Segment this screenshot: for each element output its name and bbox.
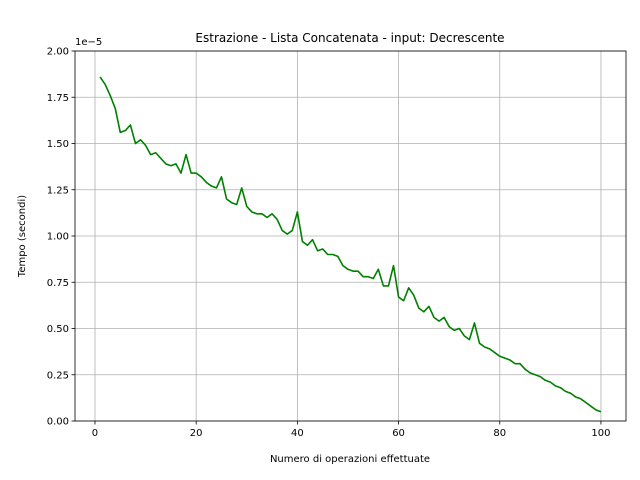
y-tick-label: 0.00	[47, 417, 69, 428]
y-axis-label: Tempo (secondi)	[17, 195, 28, 278]
y-tick-label: 1.25	[47, 185, 69, 196]
y-offset-label: 1e−5	[75, 37, 102, 48]
x-tick-label: 100	[591, 428, 610, 439]
ticks: 0 20 40 60 80 100 0.00 0.25 0.50 0.75 1.00 1.25 1.50…	[47, 47, 611, 440]
series-layer	[99, 76, 602, 413]
x-tick-label: 20	[190, 428, 203, 439]
grid-lines	[75, 50, 626, 422]
y-tick-label: 2.00	[47, 47, 69, 58]
y-tick-label: 0.75	[47, 278, 69, 289]
y-tick-label: 0.25	[47, 370, 69, 381]
x-tick-label: 60	[392, 428, 405, 439]
x-tick-label: 80	[493, 428, 506, 439]
x-tick-label: 0	[92, 428, 98, 439]
y-tick-label: 1.50	[47, 139, 69, 150]
y-tick-label: 1.00	[47, 232, 69, 243]
y-tick-label: 0.50	[47, 324, 69, 335]
y-tick-label: 1.75	[47, 93, 69, 104]
x-axis-label: Numero di operazioni effettuate	[270, 454, 430, 465]
chart-title: Estrazione - Lista Concatenata - input: …	[195, 31, 504, 45]
x-tick-label: 40	[291, 428, 304, 439]
series-line	[99, 76, 602, 413]
